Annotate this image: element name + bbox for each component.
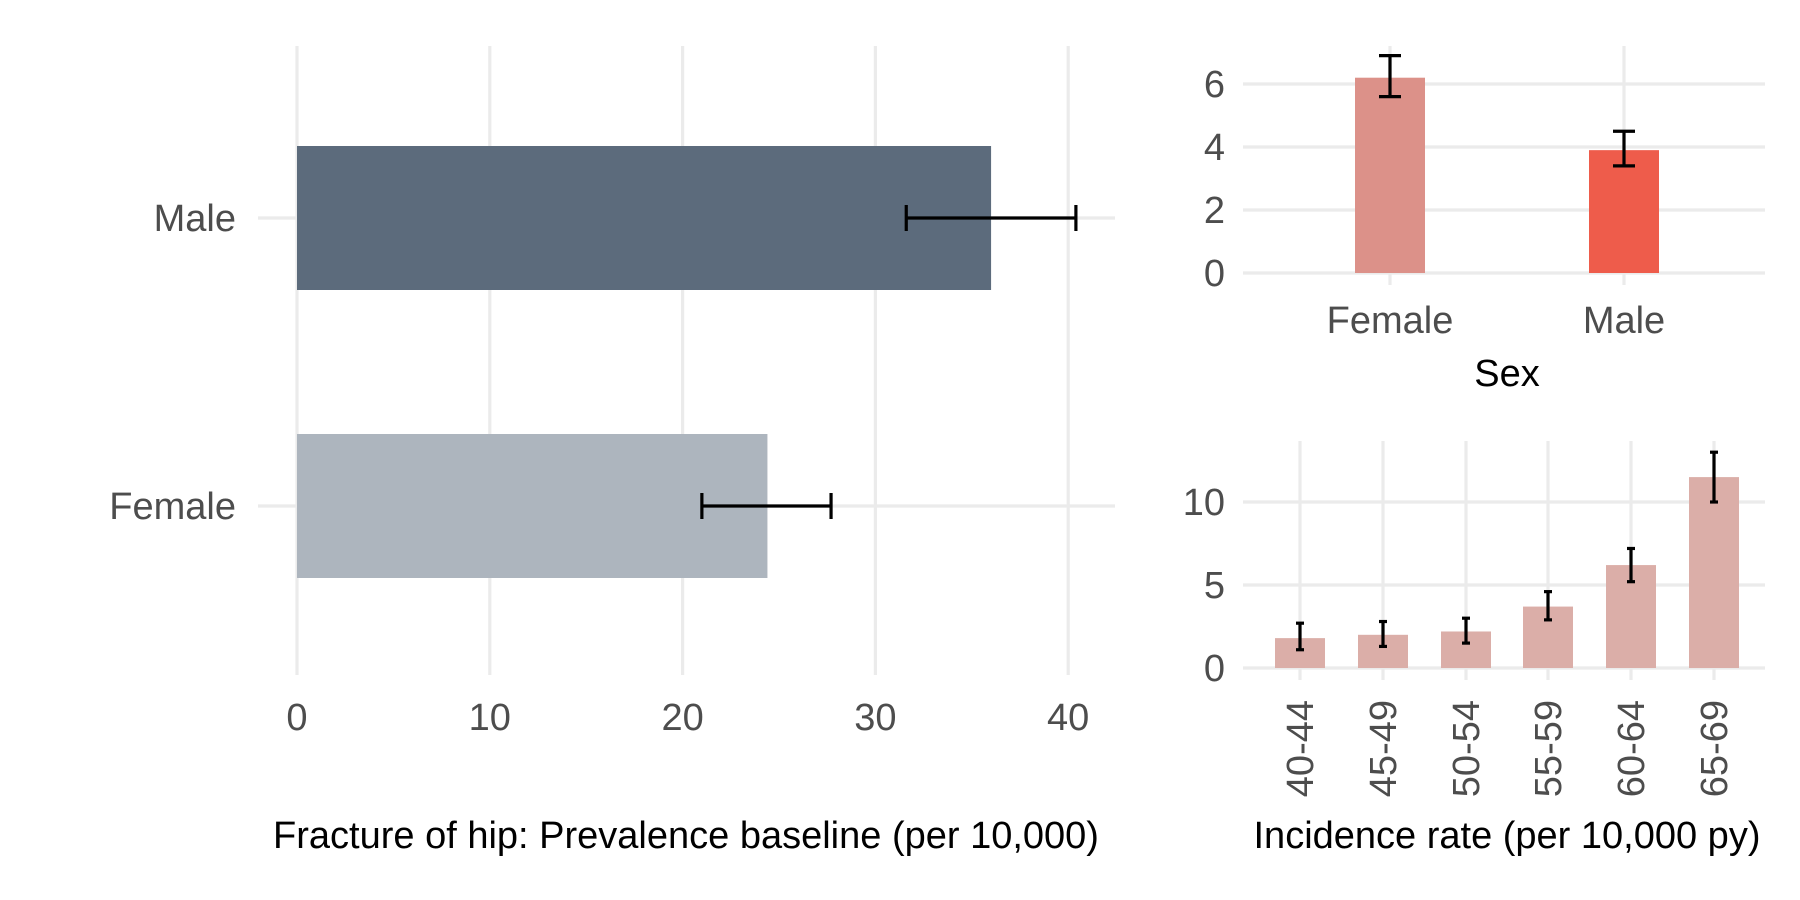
age-error-bar-60-64 — [1627, 546, 1635, 584]
age-category-label: 40-44 — [1280, 700, 1322, 797]
sex-y-tick-label: 2 — [1204, 190, 1225, 232]
prevalence-x-tick-label: 10 — [469, 697, 511, 739]
sex-error-bar-female — [1379, 54, 1401, 99]
sex-error-bar-male — [1613, 129, 1635, 168]
sex-bar-female — [1355, 77, 1425, 273]
prevalence-panel: Male Female 0 10 20 30 40 Fracture of hip: Prev… — [109, 46, 1115, 857]
age-bar-65-69 — [1689, 477, 1739, 668]
age-category-label: 55-59 — [1528, 700, 1570, 797]
age-category-label: 45-49 — [1363, 700, 1405, 797]
incidence-by-age-panel: 40-44 45-49 50-54 55-59 60-64 65-69 0 5 10 Incide… — [1183, 441, 1765, 857]
prevalence-x-tick-label: 30 — [854, 697, 896, 739]
age-y-tick-label: 0 — [1204, 648, 1225, 690]
incidence-by-sex-panel: Female Male 0 2 4 6 Sex — [1204, 46, 1765, 395]
prevalence-error-bar-male — [904, 205, 1078, 231]
age-error-bar-65-69 — [1710, 450, 1718, 504]
prevalence-x-axis-title: Fracture of hip: Prevalence baseline (pe… — [273, 815, 1099, 857]
age-category-label: 60-64 — [1611, 700, 1653, 797]
sex-y-tick-label: 0 — [1204, 253, 1225, 295]
sex-category-label: Female — [1327, 300, 1454, 342]
age-error-bar-50-54 — [1462, 616, 1470, 645]
prevalence-category-label: Male — [154, 198, 236, 240]
age-category-label: 65-69 — [1694, 700, 1736, 797]
sex-y-tick-label: 6 — [1204, 64, 1225, 106]
prevalence-x-tick-label: 40 — [1047, 697, 1089, 739]
prevalence-category-label: Female — [109, 486, 236, 528]
age-y-tick-label: 10 — [1183, 482, 1225, 524]
sex-bar-male — [1589, 150, 1659, 273]
sex-category-label: Male — [1583, 300, 1665, 342]
sex-y-tick-label: 4 — [1204, 127, 1225, 169]
prevalence-x-tick-label: 20 — [661, 697, 703, 739]
sex-x-axis-title: Sex — [1474, 353, 1539, 395]
age-error-bar-55-59 — [1544, 590, 1552, 622]
age-error-bar-40-44 — [1296, 621, 1304, 652]
prevalence-error-bar-female — [700, 493, 833, 519]
prevalence-bar-male — [297, 146, 992, 290]
age-category-label: 50-54 — [1446, 700, 1488, 797]
prevalence-x-tick-label: 0 — [286, 697, 307, 739]
prevalence-bar-female — [297, 434, 768, 578]
age-x-axis-title: Incidence rate (per 10,000 py) — [1254, 815, 1761, 857]
age-error-bar-45-49 — [1379, 619, 1387, 649]
age-y-tick-label: 5 — [1204, 565, 1225, 607]
